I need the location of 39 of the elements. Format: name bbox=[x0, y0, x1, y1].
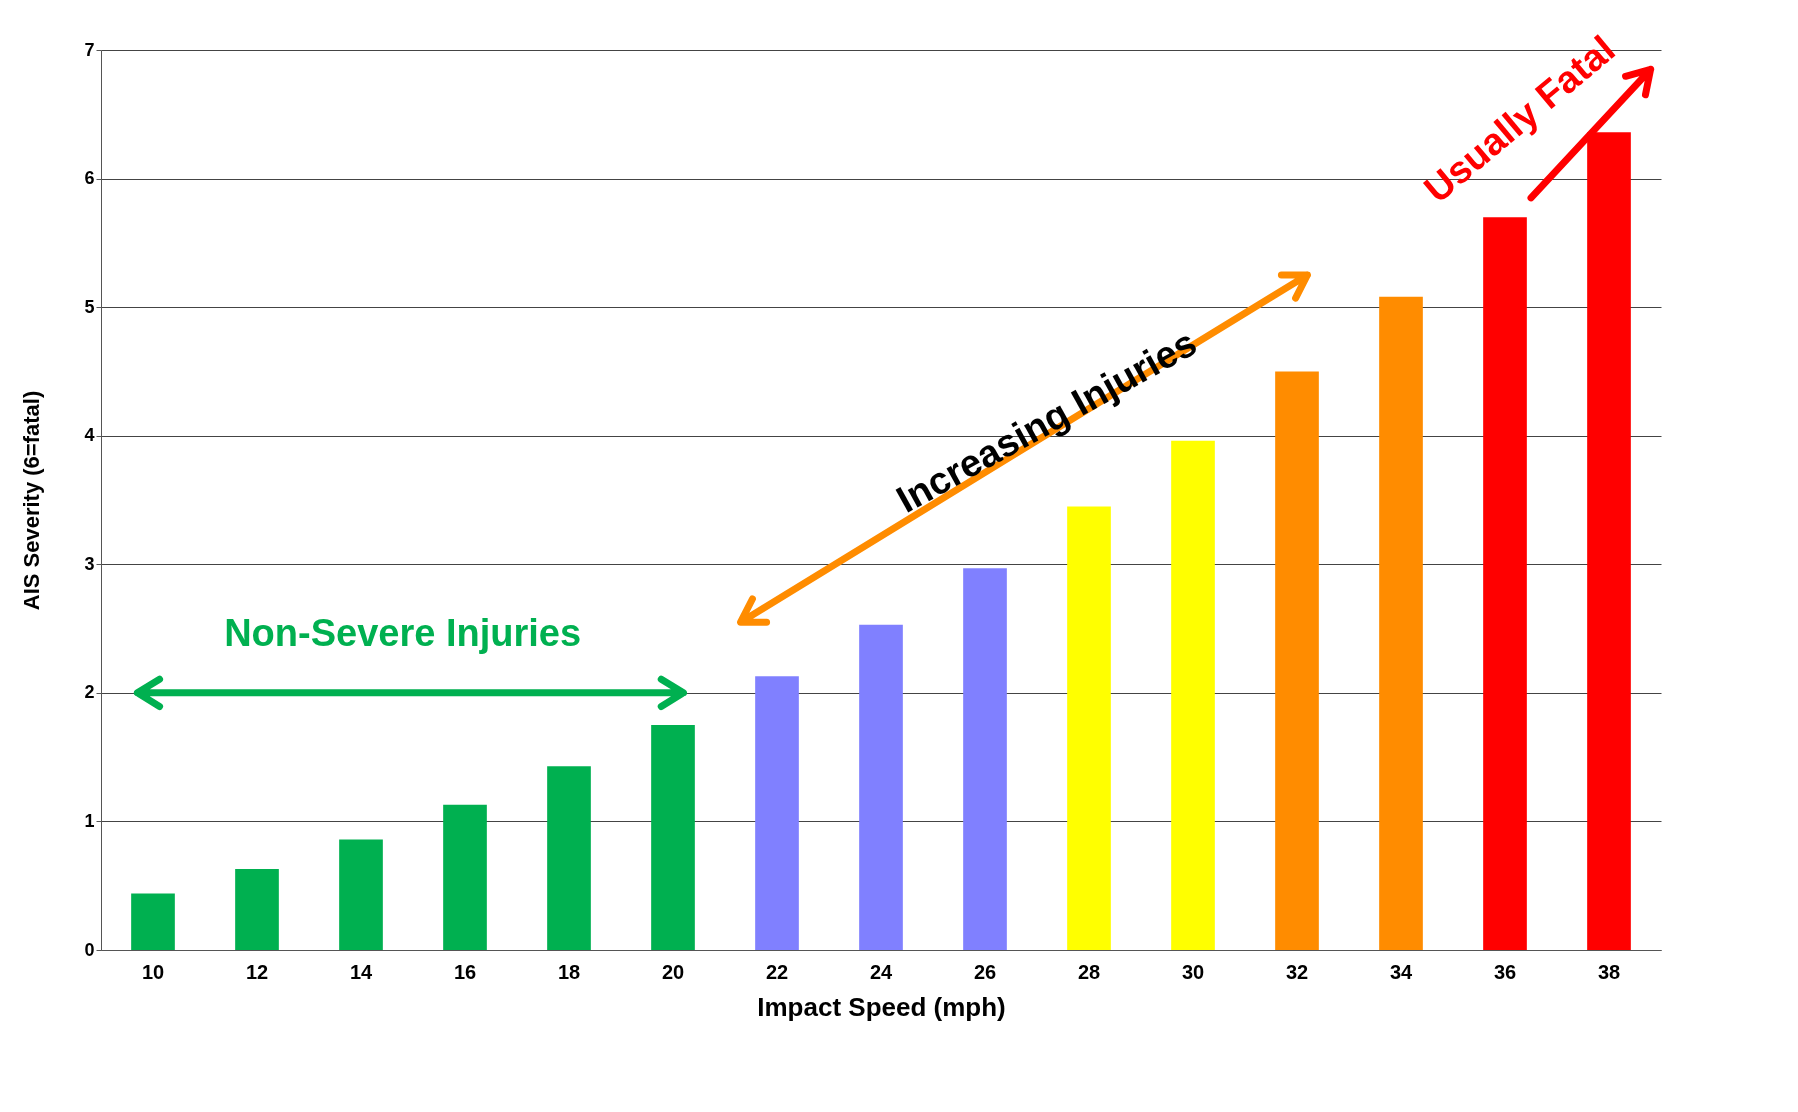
x-tick-label: 24 bbox=[869, 960, 893, 983]
x-tick-label: 18 bbox=[557, 960, 581, 983]
bar bbox=[1171, 440, 1215, 950]
x-tick-label: 14 bbox=[349, 960, 373, 983]
y-tick-label: 3 bbox=[84, 553, 95, 574]
bar bbox=[651, 725, 695, 950]
y-tick-label: 5 bbox=[84, 296, 95, 317]
x-tick-label: 36 bbox=[1493, 960, 1517, 983]
bar bbox=[755, 676, 799, 950]
bar bbox=[859, 624, 903, 950]
x-tick-label: 30 bbox=[1181, 960, 1205, 983]
bar bbox=[963, 568, 1007, 950]
x-tick-label: 16 bbox=[453, 960, 477, 983]
bar bbox=[547, 766, 591, 950]
x-tick-label: 20 bbox=[661, 960, 685, 983]
bar bbox=[339, 839, 383, 950]
y-tick-label: 4 bbox=[84, 425, 95, 446]
x-axis-title: Impact Speed (mph) bbox=[757, 991, 1006, 1022]
x-tick-label: 32 bbox=[1285, 960, 1309, 983]
x-tick-label: 22 bbox=[765, 960, 789, 983]
bar bbox=[1483, 217, 1527, 950]
y-axis-title: AIS Severity (6=fatal) bbox=[19, 390, 45, 611]
y-tick-label: 7 bbox=[84, 39, 95, 60]
x-tick-label: 26 bbox=[973, 960, 997, 983]
annotation: Non-Severe Injuries bbox=[224, 612, 582, 654]
bar bbox=[1379, 296, 1423, 950]
y-tick-label: 1 bbox=[84, 810, 95, 831]
bar bbox=[443, 804, 487, 950]
bar bbox=[235, 869, 279, 950]
x-tick-label: 34 bbox=[1389, 960, 1413, 983]
bar bbox=[1275, 371, 1319, 950]
y-tick-label: 2 bbox=[84, 682, 95, 703]
y-tick-label: 6 bbox=[84, 168, 95, 189]
bar bbox=[131, 893, 175, 950]
x-tick-label: 10 bbox=[141, 960, 165, 983]
x-tick-label: 38 bbox=[1597, 960, 1621, 983]
x-tick-label: 28 bbox=[1077, 960, 1101, 983]
y-tick-label: 0 bbox=[84, 939, 95, 960]
x-tick-label: 12 bbox=[245, 960, 269, 983]
